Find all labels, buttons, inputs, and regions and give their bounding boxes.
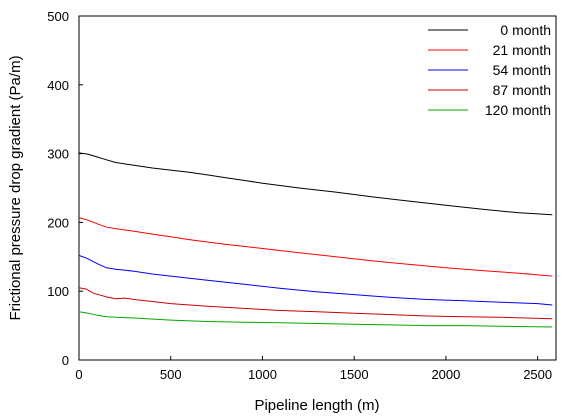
series-line-0 — [78, 152, 553, 216]
y-tick-label: 500 — [47, 9, 69, 24]
plot-area — [78, 15, 557, 361]
legend-label: 54 month — [493, 62, 551, 78]
y-tick-label: 300 — [47, 147, 69, 162]
y-axis-label: Frictional pressure drop gradient (Pa/m) — [7, 55, 24, 320]
x-tick-label: 2000 — [431, 367, 460, 382]
x-axis-ticks: 0 500 1000 1500 2000 2500 — [75, 356, 552, 382]
series-line-2 — [78, 254, 553, 306]
y-tick-label: 100 — [47, 284, 69, 299]
x-tick-label: 500 — [160, 367, 182, 382]
legend-label: 0 month — [500, 22, 551, 38]
legend: 0 month 21 month 54 month 87 month 120 month — [428, 22, 551, 118]
x-axis-label: Pipeline length (m) — [254, 397, 379, 414]
y-axis-ticks: 0 100 200 300 400 500 — [47, 9, 83, 368]
y-tick-label: 0 — [62, 353, 69, 368]
y-tick-label: 200 — [47, 215, 69, 230]
legend-label: 21 month — [493, 42, 551, 58]
x-tick-label: 1500 — [340, 367, 369, 382]
x-tick-label: 0 — [75, 367, 82, 382]
y-tick-label: 400 — [47, 78, 69, 93]
legend-label: 87 month — [493, 82, 551, 98]
x-tick-label: 2500 — [523, 367, 552, 382]
series-line-3 — [78, 287, 553, 320]
series-line-4 — [78, 311, 553, 328]
x-tick-label: 1000 — [248, 367, 277, 382]
series-lines — [78, 152, 553, 328]
series-line-1 — [78, 217, 553, 277]
legend-label: 120 month — [485, 102, 551, 118]
